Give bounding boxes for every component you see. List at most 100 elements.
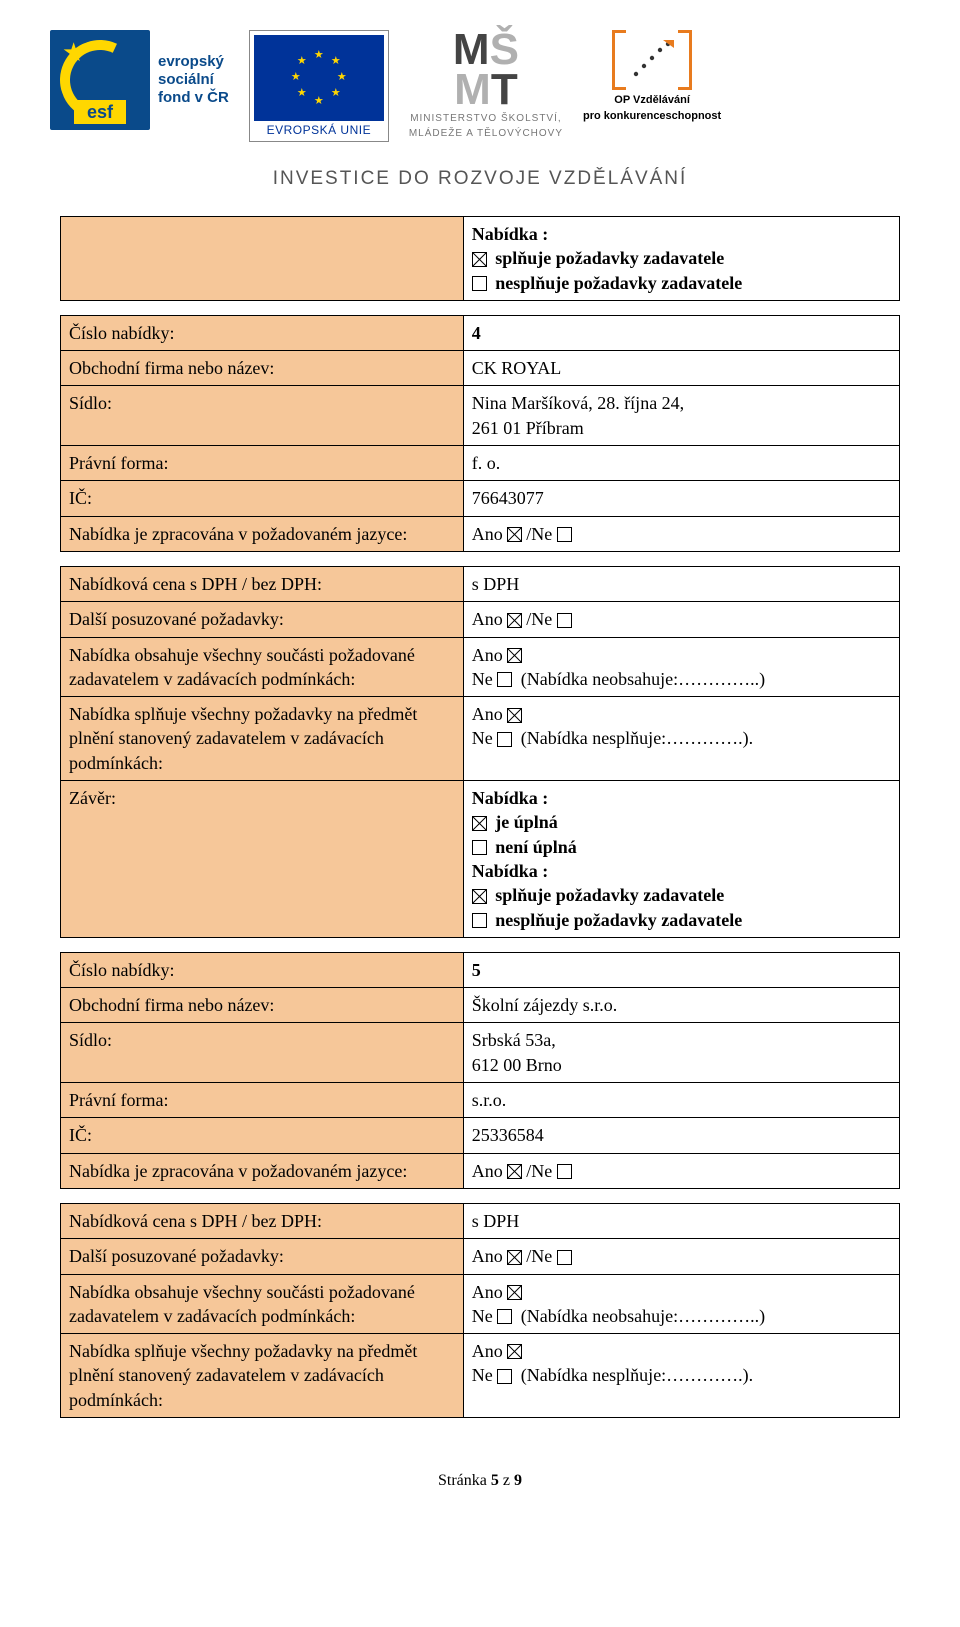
ano-text: Ano: [472, 1282, 503, 1302]
obsahuje-value: Ano Ne (Nabídka neobsahuje:…………..): [463, 1274, 899, 1334]
jazyk-label: Nabídka je zpracována v požadovaném jazy…: [61, 1153, 464, 1188]
zaver-value-top: Nabídka : splňuje požadavky zadavatele n…: [463, 217, 899, 301]
ano-text: Ano: [472, 1246, 503, 1266]
ic-label: IČ:: [61, 481, 464, 516]
cena-value: s DPH: [463, 1203, 899, 1238]
ic-label: IČ:: [61, 1118, 464, 1153]
op-graphic: [612, 30, 692, 90]
form-block-top: Nabídka : splňuje požadavky zadavatele n…: [60, 216, 900, 301]
ne-text: Ne: [472, 1306, 493, 1326]
eu-label: EVROPSKÁ UNIE: [267, 123, 372, 137]
dalsi-label: Další posuzované požadavky:: [61, 602, 464, 637]
checkbox-ano: [507, 708, 522, 723]
ne-text: /Ne: [526, 609, 552, 629]
esf-box-text: esf: [74, 100, 126, 124]
uplna-text: je úplná: [495, 812, 558, 832]
ano-text: Ano: [472, 524, 503, 544]
nabidka-label: Nabídka :: [472, 788, 549, 808]
firma-label: Obchodní firma nebo název:: [61, 351, 464, 386]
content-area: Nabídka : splňuje požadavky zadavatele n…: [0, 216, 960, 1462]
cena-label: Nabídková cena s DPH / bez DPH:: [61, 566, 464, 601]
splnuje-label: Nabídka splňuje všechny požadavky na pře…: [61, 697, 464, 781]
checkbox-ne: [557, 527, 572, 542]
eu-flag-graphic: ★★ ★★ ★★ ★★: [254, 35, 384, 121]
checkbox-ano: [507, 1344, 522, 1359]
obsahuje-label: Nabídka obsahuje všechny součásti požado…: [61, 637, 464, 697]
empty-label: [61, 217, 464, 301]
dalsi-label: Další posuzované požadavky:: [61, 1239, 464, 1274]
ic-value: 76643077: [463, 481, 899, 516]
checkbox-nesplnuje: [472, 276, 487, 291]
ano-text: Ano: [472, 645, 503, 665]
cislo-label: Číslo nabídky:: [61, 315, 464, 350]
page-number: Stránka 5 z 9: [438, 1472, 522, 1489]
cena-label: Nabídková cena s DPH / bez DPH:: [61, 1203, 464, 1238]
checkbox-ne: [497, 672, 512, 687]
esf-label-line1: evropský: [158, 53, 229, 71]
obsahuje-label: Nabídka obsahuje všechny součásti požado…: [61, 1274, 464, 1334]
obsahuje-value: Ano Ne (Nabídka neobsahuje:…………..): [463, 637, 899, 697]
checkbox-ano: [507, 1250, 522, 1265]
pravni-value: s.r.o.: [463, 1083, 899, 1118]
neobsahuje-text: (Nabídka neobsahuje:…………..): [521, 1306, 765, 1326]
nesplnuje-text: (Nabídka nesplňuje:………….).: [521, 728, 753, 748]
neobsahuje-text: (Nabídka neobsahuje:…………..): [521, 669, 765, 689]
pravni-label: Právní forma:: [61, 446, 464, 481]
cena-value: s DPH: [463, 566, 899, 601]
investice-heading: INVESTICE DO ROZVOJE VZDĚLÁVÁNÍ: [0, 168, 960, 190]
page-footer: Stránka 5 z 9: [0, 1462, 960, 1520]
firma-value: CK ROYAL: [463, 351, 899, 386]
msmt-logo: MŠ MT MINISTERSTVO ŠKOLSTVÍ, MLÁDEŽE A T…: [409, 30, 563, 139]
ano-text: Ano: [472, 704, 503, 724]
sidlo-line2: 612 00 Brno: [472, 1055, 562, 1075]
sidlo-value: Nina Maršíková, 28. října 24, 261 01 Pří…: [463, 386, 899, 446]
ne-text: Ne: [472, 1365, 493, 1385]
ne-text: /Ne: [526, 524, 552, 544]
sidlo-line1: Srbská 53a,: [472, 1030, 556, 1050]
eu-logo: ★★ ★★ ★★ ★★ EVROPSKÁ UNIE: [249, 30, 389, 142]
esf-label-line3: fond v ČR: [158, 89, 229, 107]
firma-label: Obchodní firma nebo název:: [61, 988, 464, 1023]
msmt-line2: MLÁDEŽE A TĚLOVÝCHOVY: [409, 128, 563, 139]
splnuje-value: Ano Ne (Nabídka nesplňuje:………….).: [463, 697, 899, 781]
nesplnuje-text: nesplňuje požadavky zadavatele: [495, 910, 742, 930]
checkbox-ne: [497, 732, 512, 747]
nesplnuje-text: (Nabídka nesplňuje:………….).: [521, 1365, 753, 1385]
esf-logo: ★ esf evropský sociální fond v ČR: [50, 30, 229, 130]
checkbox-ne: [557, 613, 572, 628]
ic-value: 25336584: [463, 1118, 899, 1153]
cislo-value: 4: [463, 315, 899, 350]
checkbox-uplna: [472, 816, 487, 831]
sidlo-line1: Nina Maršíková, 28. října 24,: [472, 393, 684, 413]
checkbox-neni-uplna: [472, 840, 487, 855]
offer-5-block-a: Číslo nabídky: 5 Obchodní firma nebo náz…: [60, 952, 900, 1189]
checkbox-ano: [507, 1164, 522, 1179]
zaver-label: Závěr:: [61, 781, 464, 938]
offer-4-block-a: Číslo nabídky: 4 Obchodní firma nebo náz…: [60, 315, 900, 552]
esf-label-line2: sociální: [158, 71, 229, 89]
checkbox-ano: [507, 1285, 522, 1300]
sidlo-label: Sídlo:: [61, 386, 464, 446]
esf-label: evropský sociální fond v ČR: [158, 53, 229, 107]
nesplnuje-text: nesplňuje požadavky zadavatele: [495, 273, 742, 293]
checkbox-splnuje-checked: [472, 252, 487, 267]
checkbox-nesplnuje: [472, 913, 487, 928]
offer-5-block-b: Nabídková cena s DPH / bez DPH: s DPH Da…: [60, 1203, 900, 1418]
firma-value: Školní zájezdy s.r.o.: [463, 988, 899, 1023]
sidlo-label: Sídlo:: [61, 1023, 464, 1083]
cislo-value: 5: [463, 952, 899, 987]
neni-uplna-text: není úplná: [495, 837, 577, 857]
splnuje-text: splňuje požadavky zadavatele: [495, 248, 724, 268]
dalsi-value: Ano /Ne: [463, 1239, 899, 1274]
op-line1: OP Vzdělávání: [583, 94, 721, 106]
ne-text: Ne: [472, 669, 493, 689]
nabidka-label: Nabídka :: [472, 861, 549, 881]
header-logos: ★ esf evropský sociální fond v ČR ★★ ★★ …: [0, 0, 960, 152]
zaver-value: Nabídka : je úplná není úplná Nabídka : …: [463, 781, 899, 938]
msmt-line1: MINISTERSTVO ŠKOLSTVÍ,: [409, 113, 563, 124]
offer-4-block-b: Nabídková cena s DPH / bez DPH: s DPH Da…: [60, 566, 900, 938]
op-logo: OP Vzdělávání pro konkurenceschopnost: [583, 30, 721, 122]
jazyk-label: Nabídka je zpracována v požadovaném jazy…: [61, 516, 464, 551]
checkbox-ne: [557, 1250, 572, 1265]
checkbox-ne: [497, 1369, 512, 1384]
